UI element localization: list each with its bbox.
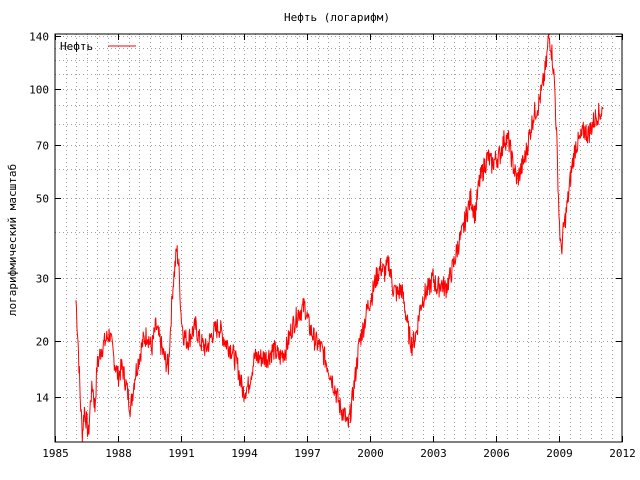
x-tick-label: 2003	[420, 447, 447, 460]
x-tick-label: 2012	[609, 447, 636, 460]
y-tick-label: 140	[29, 31, 49, 44]
x-tick-label: 1997	[294, 447, 321, 460]
x-tick-label: 1985	[42, 447, 69, 460]
x-tick-label: 1988	[105, 447, 132, 460]
plot-frame	[54, 33, 623, 443]
x-tick-label: 2009	[546, 447, 573, 460]
axis-ticks: 1985 1988 1991 1994 1997 2000 2003 2006 2009 2012…	[29, 31, 636, 461]
grid	[55, 34, 622, 442]
legend-label: Нефть	[60, 40, 93, 53]
y-axis-label: логарифмический масштаб	[6, 164, 19, 316]
x-tick-label: 1991	[168, 447, 195, 460]
x-tick-label: 2000	[357, 447, 384, 460]
y-tick-label: 100	[29, 84, 49, 97]
y-tick-label: 14	[36, 392, 50, 405]
chart-title: Нефть (логарифм)	[284, 11, 390, 24]
x-tick-label: 1994	[231, 447, 258, 460]
legend: Нефть	[60, 40, 136, 53]
x-tick-label: 2006	[483, 447, 510, 460]
series-line-oil	[75, 33, 604, 443]
y-tick-label: 50	[36, 193, 49, 206]
y-tick-label: 30	[36, 273, 49, 286]
y-tick-label: 70	[36, 140, 49, 153]
y-tick-label: 20	[36, 336, 49, 349]
series-layer	[75, 33, 604, 443]
